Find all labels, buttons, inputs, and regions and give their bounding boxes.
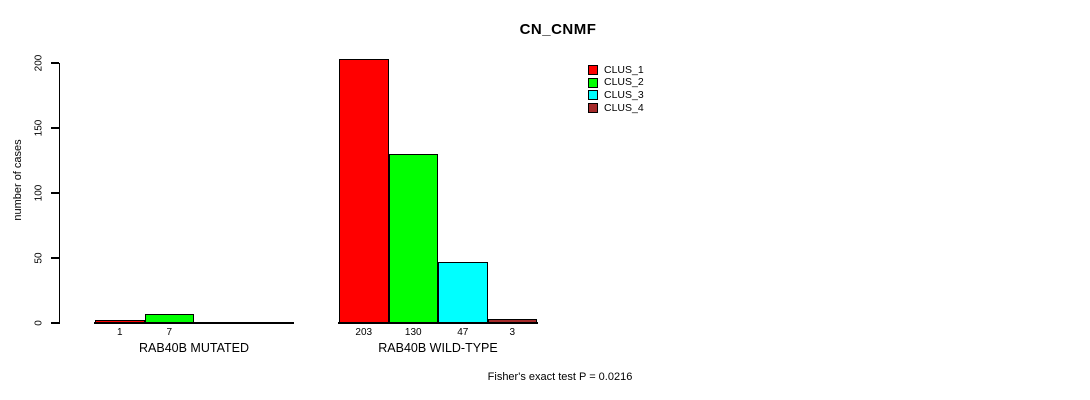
legend-label: CLUS_2 — [604, 76, 644, 89]
group-label: RAB40B WILD-TYPE — [378, 341, 498, 355]
bar — [144, 314, 194, 323]
legend-swatch — [588, 90, 598, 101]
fisher-test-annotation: Fisher's exact test P = 0.0216 — [487, 371, 633, 383]
y-tick — [51, 257, 59, 259]
y-tick-label: 200 — [33, 54, 45, 72]
y-axis-line — [58, 62, 60, 324]
bar-value-label: 203 — [355, 327, 373, 338]
y-tick-label: 100 — [33, 184, 45, 202]
y-axis-label-text: number of cases — [12, 139, 24, 221]
bar — [487, 319, 537, 323]
bar — [339, 59, 389, 323]
y-tick — [51, 127, 59, 129]
bar — [438, 262, 488, 323]
bar-value-label: 7 — [166, 327, 173, 338]
legend-swatch — [588, 77, 598, 88]
chart-title: CN_CNMF — [519, 21, 597, 38]
y-tick — [51, 62, 59, 64]
legend-label: CLUS_1 — [604, 63, 644, 76]
y-tick — [51, 192, 59, 194]
y-tick-label: 0 — [33, 320, 45, 326]
legend-swatch — [588, 103, 598, 114]
bar-value-label: 130 — [404, 327, 422, 338]
legend-swatch — [588, 65, 598, 75]
legend-label: CLUS_3 — [604, 88, 644, 101]
bar — [95, 320, 145, 323]
group-label: RAB40B MUTATED — [139, 341, 249, 355]
bar-value-label: 47 — [457, 327, 469, 338]
bar-value-label: 3 — [509, 327, 516, 338]
bar-value-label: 1 — [116, 327, 123, 338]
bar — [388, 154, 438, 323]
group-baseline — [94, 322, 294, 324]
legend-label: CLUS_4 — [604, 101, 644, 114]
y-tick — [51, 322, 59, 324]
y-tick-label: 150 — [33, 119, 45, 137]
y-tick-label: 50 — [33, 252, 45, 264]
